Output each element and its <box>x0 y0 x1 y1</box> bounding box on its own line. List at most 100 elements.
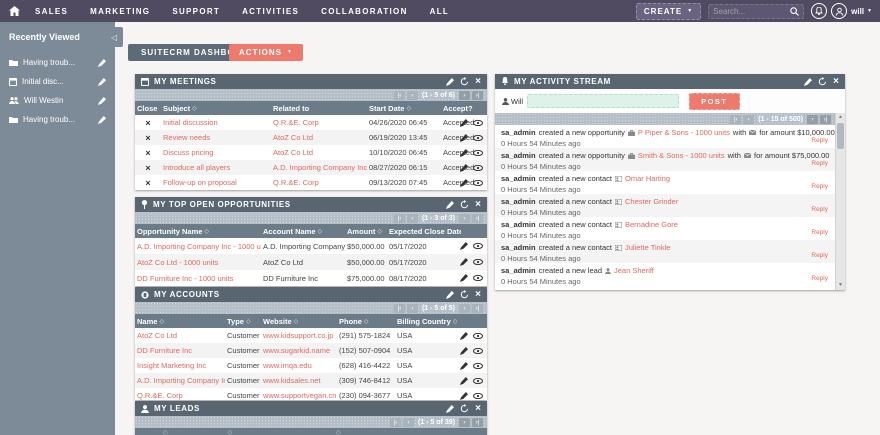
col-start-date[interactable]: Start Date◇ <box>367 104 441 113</box>
related-account-link[interactable]: AtoZ Co Ltd <box>273 133 313 142</box>
col-name[interactable]: Name◇ <box>135 317 225 326</box>
pencil-icon[interactable] <box>98 116 106 124</box>
view-row-icon[interactable] <box>473 165 483 171</box>
col-related-to[interactable]: Related to <box>271 104 367 113</box>
last-page-button[interactable]: ›| <box>820 115 831 124</box>
first-page-button[interactable]: |‹ <box>730 115 741 124</box>
close-panel-icon[interactable]: × <box>475 77 481 87</box>
entry-target-link[interactable]: Chester Grinder <box>625 197 678 206</box>
edit-row-icon[interactable] <box>460 258 468 266</box>
related-account-link[interactable]: Q.R.&E. Corp <box>273 118 319 127</box>
sidebar-item-having-trouble-2[interactable]: Having troub... <box>0 110 115 129</box>
edit-panel-icon[interactable] <box>446 291 454 299</box>
view-row-icon[interactable] <box>473 378 483 384</box>
close-panel-icon[interactable]: × <box>475 290 481 300</box>
entry-target-link[interactable]: Juliette Tinkle <box>625 243 670 252</box>
edit-panel-icon[interactable] <box>446 201 454 209</box>
user-menu[interactable]: will ▼ <box>851 7 872 16</box>
view-row-icon[interactable] <box>473 363 483 369</box>
entry-target-link[interactable]: Jean Sheriff <box>614 266 654 275</box>
activity-scrollbar[interactable]: ▲ ▼ <box>835 113 845 290</box>
search-input[interactable] <box>713 7 787 16</box>
prev-page-button[interactable]: ‹ <box>407 304 418 313</box>
sidebar-item-having-trouble-1[interactable]: Having troub... <box>0 53 115 72</box>
close-meeting-icon[interactable]: × <box>135 148 161 158</box>
user-avatar-icon[interactable] <box>831 3 847 19</box>
last-page-button[interactable]: ›| <box>472 214 483 223</box>
view-row-icon[interactable] <box>473 348 483 354</box>
prev-page-button[interactable]: ‹ <box>407 91 418 100</box>
first-page-button[interactable]: |‹ <box>394 304 405 313</box>
opportunity-link[interactable]: A.D. Importing Company Inc - 1000 units <box>137 242 261 251</box>
view-row-icon[interactable] <box>473 243 483 249</box>
related-account-link[interactable]: Q.R.&E. Corp <box>273 178 319 187</box>
next-page-button[interactable]: › <box>459 304 470 313</box>
prev-page-button[interactable]: ‹ <box>743 115 754 124</box>
refresh-icon[interactable] <box>818 77 827 86</box>
sidebar-item-initial-discussion[interactable]: Initial disc... <box>0 72 115 91</box>
edit-row-icon[interactable] <box>460 149 468 157</box>
col-phone[interactable]: Phone◇ <box>337 317 395 326</box>
col-billing-country[interactable]: Billing Country◇ <box>395 317 457 326</box>
refresh-icon[interactable] <box>460 290 469 299</box>
edit-row-icon[interactable] <box>460 392 468 400</box>
reply-link[interactable]: Reply <box>811 275 828 282</box>
scroll-up-icon[interactable]: ▲ <box>836 113 845 122</box>
prev-page-button[interactable]: ‹ <box>407 214 418 223</box>
post-input[interactable] <box>527 94 679 108</box>
notifications-bell-icon[interactable] <box>811 3 827 19</box>
account-name-link[interactable]: A.D. Importing Company Inc <box>137 376 225 385</box>
col-website[interactable]: Website◇ <box>261 317 337 326</box>
next-page-button[interactable]: › <box>807 115 818 124</box>
entry-target-link[interactable]: Smith & Sons - 1000 units <box>638 151 725 160</box>
col-opportunity-name[interactable]: Opportunity Name◇ <box>135 227 261 236</box>
reply-link[interactable]: Reply <box>811 137 828 144</box>
sidebar-collapse-button[interactable]: ◁ <box>105 27 123 47</box>
meeting-subject-link[interactable]: Discuss pricing <box>163 148 213 157</box>
pencil-icon[interactable] <box>98 59 106 67</box>
view-row-icon[interactable] <box>473 150 483 156</box>
col-subject[interactable]: Subject◇ <box>161 104 271 113</box>
meeting-subject-link[interactable]: Review needs <box>163 133 210 142</box>
reply-link[interactable]: Reply <box>811 229 828 236</box>
nav-marketing[interactable]: MARKETING <box>90 7 150 16</box>
edit-row-icon[interactable] <box>460 274 468 282</box>
nav-support[interactable]: SUPPORT <box>172 7 220 16</box>
refresh-icon[interactable] <box>460 404 469 413</box>
edit-row-icon[interactable] <box>460 377 468 385</box>
edit-panel-icon[interactable] <box>446 78 454 86</box>
home-icon[interactable] <box>9 6 20 16</box>
last-page-button[interactable]: ›| <box>472 418 483 427</box>
meeting-subject-link[interactable]: Follow-up on proposal <box>163 178 237 187</box>
view-row-icon[interactable] <box>473 135 483 141</box>
col-type[interactable]: Type◇ <box>225 317 261 326</box>
edit-row-icon[interactable] <box>460 119 468 127</box>
edit-row-icon[interactable] <box>460 164 468 172</box>
view-row-icon[interactable] <box>473 275 483 281</box>
close-panel-icon[interactable]: × <box>833 77 839 87</box>
meeting-subject-link[interactable]: Introduce all players <box>163 163 230 172</box>
nav-all[interactable]: ALL <box>430 7 449 16</box>
account-website-link[interactable]: www.kidsupport.co.jp <box>263 331 333 340</box>
create-button[interactable]: CREATE ▼ <box>636 3 701 20</box>
last-page-button[interactable]: ›| <box>472 91 483 100</box>
col-accept[interactable]: Accept? <box>441 104 481 113</box>
pencil-icon[interactable] <box>98 78 106 86</box>
edit-row-icon[interactable] <box>460 332 468 340</box>
first-page-button[interactable]: |‹ <box>390 418 401 427</box>
col-close[interactable]: Close <box>135 104 161 113</box>
nav-sales[interactable]: SALES <box>35 7 68 16</box>
entry-target-link[interactable]: Omar Harting <box>625 174 670 183</box>
refresh-icon[interactable] <box>460 200 469 209</box>
col-amount[interactable]: Amount◇ <box>345 227 387 236</box>
view-row-icon[interactable] <box>473 259 483 265</box>
scrollbar-thumb[interactable] <box>837 123 844 149</box>
col-expected-close-date[interactable]: Expected Close Date◇ <box>387 227 461 236</box>
account-name-link[interactable]: DD Furniture Inc <box>137 346 192 355</box>
related-account-link[interactable]: A.D. Importing Company Inc <box>273 163 367 172</box>
view-row-icon[interactable] <box>473 393 483 399</box>
col-account-name[interactable]: Account Name◇ <box>261 227 345 236</box>
view-row-icon[interactable] <box>473 120 483 126</box>
first-page-button[interactable]: |‹ <box>394 214 405 223</box>
pencil-icon[interactable] <box>98 97 106 105</box>
